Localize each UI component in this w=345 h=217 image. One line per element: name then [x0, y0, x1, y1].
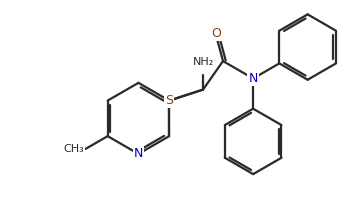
- Text: O: O: [211, 27, 221, 40]
- Text: NH₂: NH₂: [193, 57, 214, 67]
- Text: N: N: [248, 72, 258, 85]
- Text: CH₃: CH₃: [63, 144, 84, 154]
- Text: S: S: [165, 94, 173, 107]
- Text: N: N: [134, 147, 143, 160]
